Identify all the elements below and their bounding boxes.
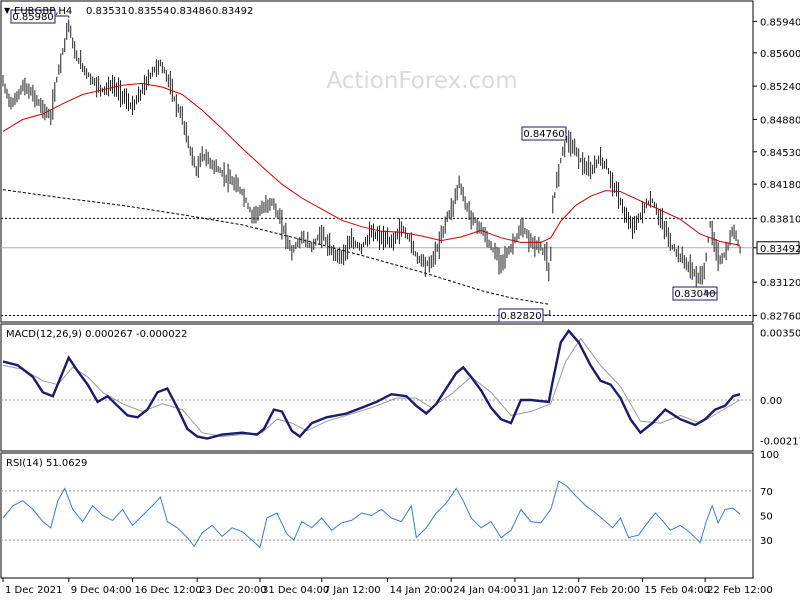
rsi-pane (0, 452, 754, 579)
macd-axis-label: -0.002176 (760, 436, 800, 447)
price-annotation: 0.85980 (10, 9, 70, 24)
price-axis-label: 0.84880 (760, 115, 800, 126)
rsi-title: RSI(14) 51.0629 (6, 458, 87, 469)
ohlc-high: 0.83554 (128, 6, 169, 17)
time-axis-label: 24 Jan 04:00 (453, 585, 516, 596)
macd-axis-label: 0.003509 (760, 329, 800, 340)
time-axis-label: 1 Dec 2021 (5, 585, 63, 596)
price-axis-label: 0.85940 (760, 17, 800, 28)
price-axis-label: 0.83120 (760, 278, 800, 289)
macd-line (2, 328, 741, 440)
price-axis-label: 0.82760 (760, 311, 800, 322)
current-price-box (756, 241, 800, 255)
time-axis-label: 31 Jan 12:00 (517, 585, 580, 596)
time-axis-label: 15 Feb 04:00 (644, 585, 710, 596)
macd-title: MACD(12,26,9) 0.000267 -0.000022 (6, 329, 187, 340)
time-axis-label: 31 Dec 04:00 (262, 585, 329, 596)
price-annotation: 0.82820 (498, 308, 551, 323)
chart-title-arrow: ▼ (4, 6, 11, 15)
moving-average-line (2, 82, 741, 246)
rsi-line (2, 480, 741, 549)
macd-signal-line (2, 337, 741, 438)
price-annotation: 0.84760 (521, 126, 567, 141)
price-axis-label: 0.85240 (760, 82, 800, 93)
rsi-axis-label: 70 (760, 487, 773, 498)
ohlc-close: 0.83492 (212, 6, 253, 17)
trendline (2, 189, 550, 305)
time-axis-label: 16 Dec 12:00 (134, 585, 201, 596)
annotation-label: 0.83040 (674, 289, 715, 300)
rsi-axis-label: 50 (760, 512, 773, 523)
time-axis-label: 14 Jan 20:00 (389, 585, 452, 596)
time-axis-label: 7 Feb 20:00 (581, 585, 640, 596)
price-title: EURGBP,H4 (14, 6, 72, 17)
time-axis-label: 7 Jan 12:00 (324, 585, 381, 596)
time-axis-label: 9 Dec 04:00 (71, 585, 132, 596)
annotation-label: 0.82820 (500, 311, 541, 322)
macd-axis-label: 0.00 (760, 396, 782, 407)
rsi-axis-label: 30 (760, 536, 773, 547)
time-axis-label: 22 Feb 12:00 (707, 585, 773, 596)
price-axis-label: 0.84530 (760, 148, 800, 159)
ohlc-open: 0.83531 (86, 6, 127, 17)
price-axis-label: 0.83492 (760, 244, 800, 255)
price-pane (0, 0, 754, 323)
watermark: ActionForex.com (326, 68, 517, 94)
annotation-label: 0.85980 (12, 12, 53, 23)
ohlc-low: 0.83486 (170, 6, 211, 17)
macd-pane (0, 323, 754, 452)
time-axis-label: 23 Dec 20:00 (199, 585, 266, 596)
price-annotation: 0.83040 (672, 286, 718, 301)
price-axis-label: 0.83810 (760, 214, 800, 225)
price-axis-label: 0.85600 (760, 49, 800, 60)
annotation-label: 0.84760 (523, 129, 564, 140)
price-axis-label: 0.84180 (760, 180, 800, 191)
rsi-axis-label: 100 (760, 450, 779, 461)
